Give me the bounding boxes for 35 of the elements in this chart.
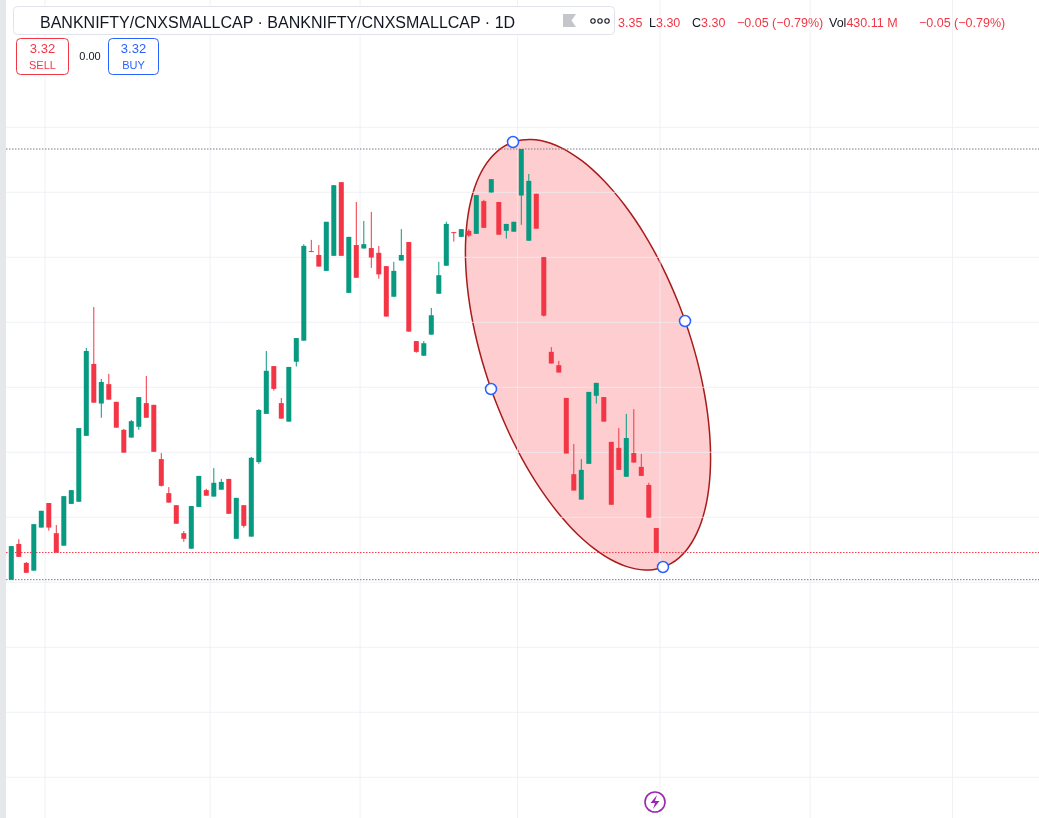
candlestick — [143, 375, 149, 419]
text: L3.30 — [649, 16, 681, 30]
candlestick — [368, 211, 374, 269]
candlestick — [376, 245, 382, 280]
text: 3.35 — [618, 16, 643, 30]
candlestick — [638, 453, 644, 477]
candlestick — [398, 228, 404, 262]
text: C3.30 — [692, 16, 726, 30]
candlestick — [173, 504, 179, 525]
text: BUY — [122, 59, 146, 71]
candlestick — [106, 373, 112, 401]
candlestick — [271, 365, 277, 392]
candlestick — [436, 261, 442, 295]
text: 0.00 — [79, 50, 101, 62]
candlestick — [278, 397, 284, 420]
candlestick — [631, 408, 637, 464]
text: −0.05 (−0.79%) — [737, 16, 824, 30]
candlestick — [428, 307, 434, 336]
candlestick — [293, 337, 299, 367]
text: 3.32 — [120, 41, 147, 56]
text: Vol430.11 M — [829, 16, 898, 30]
candlestick — [571, 443, 577, 492]
chart-title: BANKNIFTY/CNXSMALLCAP · BANKNIFTY/CNXSMALLCAP · 1D — [40, 14, 516, 31]
candlestick — [361, 220, 367, 249]
candlestick — [121, 428, 127, 454]
candlestick — [616, 427, 622, 471]
candlestick — [98, 378, 104, 419]
candlestick — [316, 244, 322, 268]
candlestick — [308, 239, 314, 253]
candlestick — [241, 504, 247, 529]
text: SELL — [29, 59, 56, 71]
candlestick — [211, 467, 217, 498]
text: −0.05 (−0.79%) — [919, 16, 1006, 30]
text: 3.32 — [29, 41, 56, 56]
candlestick — [451, 231, 457, 243]
